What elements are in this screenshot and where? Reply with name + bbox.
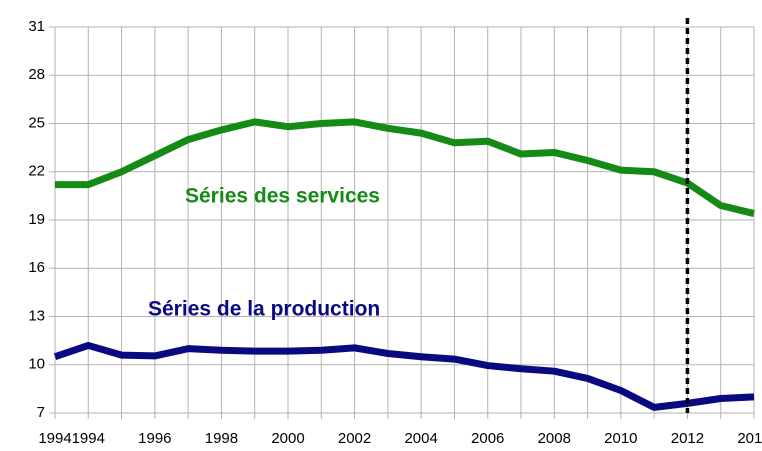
grid: 7 10 13 16 19 22 25 28 31 1994 1994 1996 1998 2000 200… — [28, 18, 762, 447]
x-tick-label: 2004 — [404, 430, 437, 447]
series-label: Séries des services — [185, 185, 380, 208]
x-tick-label: 1996 — [138, 430, 171, 447]
x-tick-label: 2014 — [737, 430, 762, 447]
series-label: Séries de la production — [148, 298, 380, 321]
y-tick-label: 13 — [28, 307, 45, 324]
x-tick-label: 2010 — [604, 430, 637, 447]
x-tick-label: 2002 — [338, 430, 371, 447]
y-tick-label: 7 — [37, 404, 45, 421]
x-tick-label: 2012 — [671, 430, 704, 447]
y-tick-label: 10 — [28, 356, 45, 373]
y-tick-label: 28 — [28, 66, 45, 83]
lines — [53, 18, 755, 413]
series-line — [53, 341, 755, 411]
y-tick-label: 22 — [28, 163, 45, 180]
y-tick-label: 16 — [28, 259, 45, 276]
x-tick-label: 2000 — [271, 430, 304, 447]
y-tick-label: 19 — [28, 211, 45, 228]
x-tick-label: 2008 — [538, 430, 571, 447]
y-tick-label: 25 — [28, 114, 45, 131]
x-tick-label: 1994 — [38, 430, 71, 447]
x-tick-label: 1994 — [72, 430, 105, 447]
series-line — [55, 118, 755, 217]
x-tick-label: 1998 — [205, 430, 238, 447]
x-tick-label: 2006 — [471, 430, 504, 447]
y-tick-label: 31 — [28, 18, 45, 35]
